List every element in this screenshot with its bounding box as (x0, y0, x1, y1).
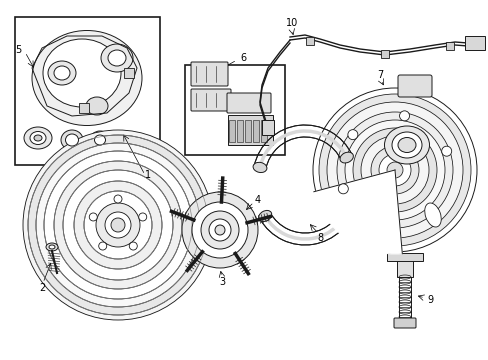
Ellipse shape (49, 245, 55, 249)
Bar (396, 255, 412, 277)
Circle shape (36, 143, 200, 307)
Circle shape (129, 242, 137, 250)
Circle shape (201, 211, 239, 249)
Circle shape (318, 94, 470, 246)
Ellipse shape (108, 50, 126, 66)
Circle shape (370, 146, 418, 194)
Circle shape (84, 191, 152, 259)
Ellipse shape (54, 66, 70, 80)
Text: 9: 9 (426, 295, 432, 305)
Ellipse shape (43, 39, 121, 107)
Ellipse shape (48, 61, 76, 85)
FancyBboxPatch shape (191, 89, 230, 111)
Ellipse shape (94, 135, 105, 145)
Circle shape (105, 212, 131, 238)
Text: 10: 10 (285, 18, 298, 28)
Ellipse shape (65, 134, 79, 146)
Ellipse shape (101, 44, 133, 72)
Circle shape (89, 213, 97, 221)
Ellipse shape (343, 198, 356, 208)
Ellipse shape (32, 31, 142, 126)
Ellipse shape (86, 97, 108, 115)
Circle shape (345, 120, 444, 220)
Circle shape (114, 195, 122, 203)
Wedge shape (313, 170, 402, 254)
Ellipse shape (34, 135, 42, 141)
Text: 6: 6 (240, 53, 245, 63)
Ellipse shape (391, 132, 421, 158)
Ellipse shape (46, 243, 58, 251)
Circle shape (182, 192, 258, 268)
Circle shape (215, 225, 224, 235)
Ellipse shape (90, 131, 110, 149)
Bar (227, 115, 272, 145)
Circle shape (139, 213, 146, 221)
Circle shape (336, 112, 452, 228)
Circle shape (96, 203, 140, 247)
Circle shape (28, 135, 207, 315)
Bar (386, 253, 422, 261)
Ellipse shape (397, 138, 415, 153)
Circle shape (386, 162, 402, 178)
Bar (79, 103, 89, 113)
Circle shape (338, 184, 347, 194)
Text: 2: 2 (39, 283, 45, 293)
Circle shape (74, 181, 162, 269)
Ellipse shape (24, 127, 52, 149)
Ellipse shape (339, 152, 353, 163)
Ellipse shape (61, 130, 83, 150)
Text: 4: 4 (254, 195, 261, 205)
Bar (305, 37, 313, 45)
FancyBboxPatch shape (397, 75, 431, 97)
Circle shape (347, 130, 357, 140)
Bar (262, 120, 273, 135)
Bar (464, 36, 484, 50)
FancyBboxPatch shape (191, 62, 227, 86)
Circle shape (54, 161, 182, 289)
Circle shape (99, 242, 106, 250)
Circle shape (63, 170, 173, 280)
Ellipse shape (258, 211, 271, 221)
Circle shape (23, 130, 213, 320)
Bar (228, 120, 235, 142)
Text: 5: 5 (15, 45, 21, 55)
Bar (124, 68, 134, 78)
Ellipse shape (30, 131, 46, 144)
Circle shape (44, 151, 192, 299)
Bar (380, 50, 388, 58)
Bar (237, 120, 243, 142)
Circle shape (360, 136, 428, 204)
Bar (15, 17, 160, 165)
Bar (261, 120, 266, 142)
Circle shape (312, 88, 476, 252)
Ellipse shape (424, 203, 440, 227)
Text: 3: 3 (219, 277, 224, 287)
Text: 1: 1 (144, 170, 151, 180)
Circle shape (111, 218, 125, 232)
Circle shape (208, 219, 230, 241)
Circle shape (441, 146, 451, 156)
Circle shape (326, 102, 462, 238)
FancyBboxPatch shape (226, 93, 270, 113)
Circle shape (399, 111, 409, 121)
Ellipse shape (253, 162, 266, 172)
Ellipse shape (384, 126, 428, 164)
Text: 7: 7 (376, 70, 382, 80)
Bar (244, 120, 250, 142)
Text: 8: 8 (316, 233, 323, 243)
Bar (445, 42, 453, 50)
Bar (184, 65, 285, 155)
Bar (252, 120, 259, 142)
Circle shape (352, 128, 436, 212)
Circle shape (378, 154, 410, 186)
Circle shape (192, 202, 247, 258)
FancyBboxPatch shape (393, 318, 415, 328)
